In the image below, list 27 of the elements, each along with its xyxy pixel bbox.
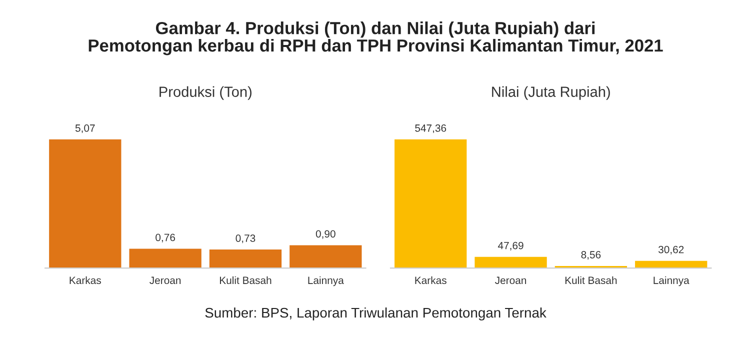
x-tick-label: Jeroan: [150, 276, 181, 284]
x-tick-label: Kulit Basah: [565, 276, 617, 284]
bar: [474, 256, 547, 268]
x-tick-label: Lainnya: [308, 276, 344, 286]
x-tick-label: Karkas: [415, 276, 446, 284]
x-tick-label: Jeroan: [495, 276, 526, 284]
bar: [290, 245, 362, 268]
x-tick-label: Lainnya: [654, 276, 690, 286]
chart-title: Gambar 4. Produksi (Ton) dan Nilai (Juta Rupiah) dari Pemotongan kerbau di RPH dan TPH Provinsi Kalimantan Timur, 2021: [88, 22, 663, 56]
data-label: 0,76: [156, 234, 175, 242]
data-label: 5,07: [75, 124, 95, 134]
data-label: 30,62: [658, 246, 684, 254]
chart-subtitle: Produksi (Ton): [160, 86, 252, 100]
data-label: 47,69: [498, 242, 524, 250]
bar: [129, 248, 202, 268]
chart-subtitle: Nilai (Juta Rupiah): [492, 86, 610, 100]
x-tick-label: Kulit Basah: [220, 276, 272, 284]
data-label: 0,73: [236, 234, 256, 244]
text: Sumber: BPS, Laporan Triwulanan Pemotongan Ternak: [205, 307, 546, 320]
bar: [394, 139, 467, 268]
data-label: 0,90: [316, 230, 336, 239]
bar: [49, 139, 122, 268]
bar: [209, 250, 282, 268]
bar: [635, 260, 708, 268]
data-label: 8,56: [581, 251, 601, 260]
data-label: 547,36: [415, 124, 446, 134]
x-tick-label: Karkas: [70, 276, 101, 284]
